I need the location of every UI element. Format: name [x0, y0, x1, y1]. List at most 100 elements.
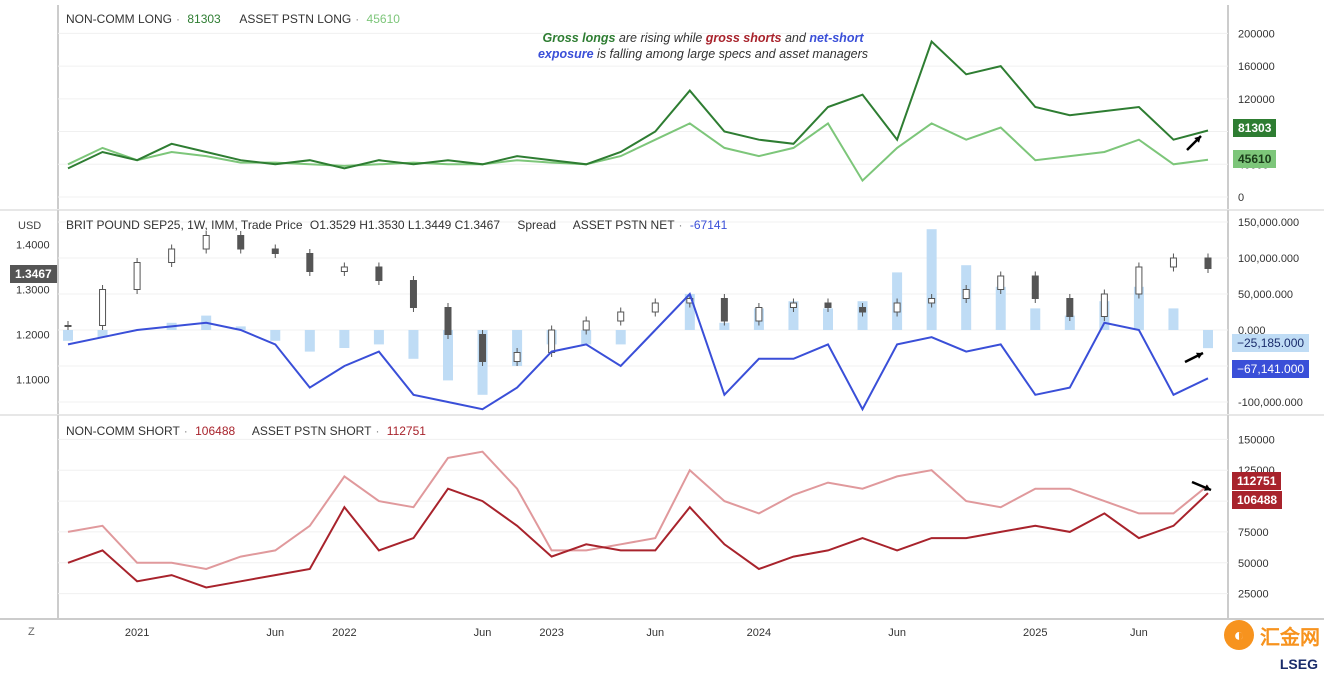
badge-asset-short: 112751	[1232, 472, 1282, 490]
spread-bar	[995, 286, 1006, 330]
price-candle	[133, 262, 141, 290]
y-tick-label: -100,000.000	[1238, 397, 1303, 409]
price-candle	[340, 266, 348, 272]
spread-bar	[443, 330, 453, 381]
annot-gross-longs: Gross longs	[542, 31, 616, 45]
price-candle	[1100, 293, 1108, 317]
x-tick-label: 2022	[332, 627, 356, 639]
price-candle	[168, 248, 176, 263]
series-asset-short	[67, 450, 1209, 571]
y-tick-label: 25000	[1238, 589, 1269, 601]
arrow-up-middle-head	[1196, 352, 1203, 359]
price-candle	[962, 289, 970, 299]
legend-asset-short-label: ASSET PSTN SHORT	[251, 424, 372, 438]
price-candle	[99, 289, 107, 326]
price-tick-label: 1.2000	[16, 330, 50, 342]
spread-label: Spread	[517, 218, 557, 232]
arrow-up-top-head	[1194, 136, 1201, 143]
y-tick-label: 160000	[1238, 61, 1275, 73]
y-tick-label: 50,000.000	[1238, 289, 1293, 301]
series-noncomm-long	[67, 39, 1209, 170]
y-tick-label: 120000	[1238, 94, 1275, 106]
spread-bar	[719, 322, 730, 330]
price-candle	[64, 325, 72, 327]
x-tick-label: 2021	[125, 627, 149, 639]
middle-legend: BRIT POUND SEP25, 1W, IMM, Trade Price O…	[66, 218, 728, 232]
spread-bar	[1203, 330, 1213, 349]
price-candle	[306, 253, 314, 272]
x-tick-label: Jun	[1130, 627, 1148, 639]
badge-net: −67,141.000	[1232, 360, 1310, 378]
price-tick-label: 1.4000	[16, 240, 50, 252]
price-candle	[1135, 266, 1143, 295]
x-tick-label: Jun	[474, 627, 492, 639]
price-candle	[375, 266, 383, 281]
zoom-button[interactable]: Z	[28, 626, 35, 638]
badge-noncomm-short: 106488	[1232, 491, 1283, 509]
spread-bar	[304, 330, 315, 352]
y-tick-label: 100,000.000	[1238, 253, 1299, 265]
x-tick-label: 2025	[1023, 627, 1047, 639]
chart-annotation: Gross longs are rising while gross short…	[468, 30, 938, 62]
spread-bar	[581, 330, 592, 345]
spread-bar	[615, 330, 626, 345]
x-tick-label: 2024	[747, 627, 771, 639]
legend-noncomm-long-label: NON-COMM LONG	[66, 12, 172, 26]
price-candle	[789, 302, 797, 308]
series-asset-net	[67, 292, 1209, 412]
price-candle	[928, 298, 936, 304]
x-tick-label: Jun	[646, 627, 664, 639]
legend-noncomm-short-value: 106488	[195, 424, 236, 438]
spread-bar	[97, 330, 108, 338]
x-tick-label: 2023	[539, 627, 563, 639]
spread-bar	[63, 330, 73, 341]
badge-price: 1.3467	[10, 265, 57, 283]
price-candle	[1066, 298, 1074, 317]
watermark: ◐ 汇金网	[1224, 620, 1320, 650]
annot-text-1: are rising while	[615, 31, 706, 45]
price-tick-label: 1.1000	[16, 375, 50, 387]
legend-noncomm-short-label: NON-COMM SHORT	[66, 424, 180, 438]
spread-bar	[339, 330, 350, 348]
badge-spread: −25,185.000	[1232, 334, 1310, 352]
spread-bar	[1168, 308, 1179, 330]
spread-bar	[1064, 315, 1075, 330]
annot-gross-shorts: gross shorts	[705, 31, 782, 45]
y-tick-label: 150,000.000	[1238, 217, 1299, 229]
spread-bar	[1030, 308, 1041, 330]
price-candle	[409, 280, 417, 308]
price-candle	[859, 307, 867, 313]
price-candle	[548, 329, 556, 353]
net-value: -67141	[689, 218, 728, 232]
spread-bar	[1133, 286, 1144, 330]
instrument-title: BRIT POUND SEP25, 1W, IMM, Trade Price	[66, 218, 303, 232]
net-label: ASSET PSTN NET	[572, 218, 675, 232]
price-candle	[617, 311, 625, 322]
annot-exposure: exposure	[537, 47, 594, 61]
price-candle	[1169, 257, 1177, 268]
y-tick-label: 150000	[1238, 434, 1275, 446]
x-tick-label: Jun	[266, 627, 284, 639]
badge-asset-long: 45610	[1233, 150, 1277, 168]
legend-asset-long-label: ASSET PSTN LONG	[239, 12, 352, 26]
y-tick-label: 50000	[1238, 558, 1269, 570]
y-tick-label: 200000	[1238, 28, 1275, 40]
price-candle	[720, 298, 728, 322]
price-candle	[824, 302, 832, 308]
price-candle	[582, 320, 590, 331]
spread-bar	[373, 330, 384, 345]
currency-label: USD	[18, 220, 42, 232]
price-candle	[513, 352, 521, 362]
spread-bar	[926, 229, 937, 330]
arrow-down-bottom-head	[1204, 484, 1211, 491]
price-candle	[997, 275, 1005, 290]
legend-asset-long-value: 45610	[366, 12, 400, 26]
spread-bar	[408, 330, 419, 359]
price-candle	[1031, 275, 1039, 299]
spread-bar	[270, 330, 281, 341]
price-candle	[271, 248, 279, 254]
spread-bar	[788, 301, 799, 330]
price-candle	[237, 235, 245, 250]
y-tick-label: 0	[1238, 192, 1244, 204]
